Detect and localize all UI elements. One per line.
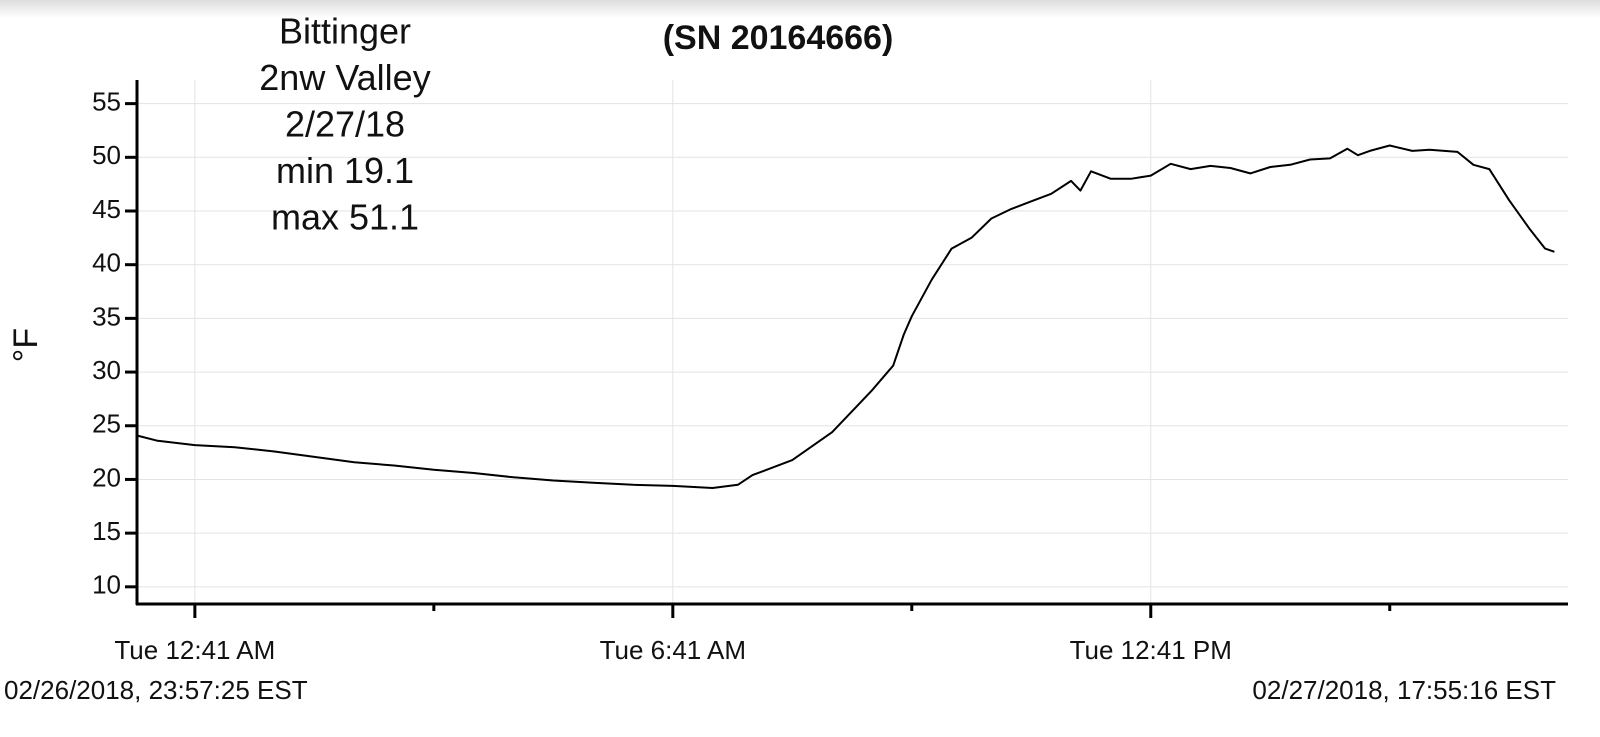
- x-tick-label: Tue 12:41 PM: [1070, 635, 1232, 665]
- y-tick-label: 15: [92, 516, 121, 546]
- y-tick-label: 20: [92, 462, 121, 492]
- start-time: 02/26/2018, 23:57:25 EST: [4, 675, 308, 705]
- y-tick-label: 30: [92, 355, 121, 385]
- y-tick-label: 50: [92, 140, 121, 170]
- x-tick-label: Tue 12:41 AM: [114, 635, 275, 665]
- y-tick-label: 40: [92, 248, 121, 278]
- y-tick-label: 25: [92, 409, 121, 439]
- annotation: 2nw Valley: [259, 57, 430, 98]
- y-tick-label: 35: [92, 301, 121, 331]
- annotation: 2/27/18: [285, 104, 405, 145]
- top-shadow: [0, 0, 1600, 18]
- chart-title: (SN 20164666): [663, 19, 894, 57]
- y-tick-label: 55: [92, 86, 121, 116]
- y-tick-label: 45: [92, 194, 121, 224]
- y-axis-label: °F: [7, 328, 45, 362]
- annotation: Bittinger: [279, 11, 411, 52]
- annotation: min 19.1: [276, 150, 414, 191]
- annotation: max 51.1: [271, 197, 419, 238]
- end-time: 02/27/2018, 17:55:16 EST: [1252, 675, 1556, 705]
- y-tick-label: 10: [92, 570, 121, 600]
- data-line: [136, 144, 1555, 489]
- x-tick-label: Tue 6:41 AM: [600, 635, 746, 665]
